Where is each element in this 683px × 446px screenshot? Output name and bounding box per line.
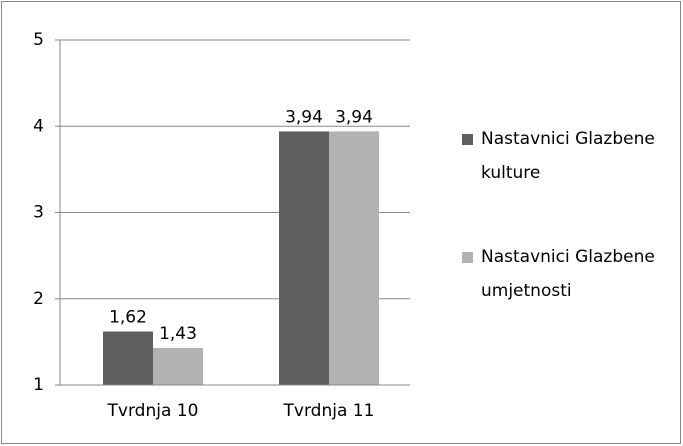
bar <box>153 347 203 385</box>
data-label: 1,43 <box>159 324 197 344</box>
y-tick-label: 2 <box>33 289 44 309</box>
legend-label: Nastavnici Glazbene umjetnosti <box>481 247 655 301</box>
x-tick-label: Tvrdnja 11 <box>283 401 375 421</box>
data-label: 3,94 <box>285 107 323 127</box>
x-tick-label: Tvrdnja 10 <box>107 401 199 421</box>
data-label: 1,62 <box>109 308 147 328</box>
legend-label: Nastavnici Glazbene kulture <box>481 129 655 183</box>
y-tick-label: 4 <box>33 116 44 136</box>
bar <box>103 331 153 385</box>
bar <box>329 131 379 385</box>
data-label: 3,94 <box>335 107 373 127</box>
bar <box>279 131 329 385</box>
y-tick-label: 3 <box>33 203 44 223</box>
legend-item: Nastavnici Glazbene kulture <box>462 122 662 190</box>
legend-swatch <box>462 252 473 263</box>
y-tick-label: 1 <box>33 375 44 395</box>
legend-swatch <box>462 134 473 145</box>
legend-item: Nastavnici Glazbene umjetnosti <box>462 240 662 308</box>
y-tick-label: 5 <box>33 30 44 50</box>
